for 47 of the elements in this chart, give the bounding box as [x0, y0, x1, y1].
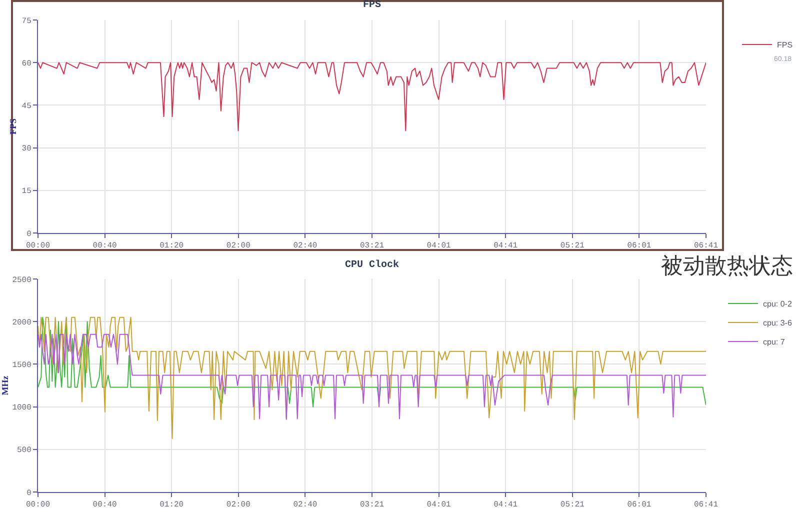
- x-tick-label: 06:01: [627, 242, 652, 251]
- y-tick-label: 75: [22, 16, 32, 26]
- line-series: [38, 62, 706, 132]
- legend-label: cpu: 0-2: [763, 300, 792, 309]
- y-tick-label: 60: [22, 59, 32, 68]
- x-tick-label: 03:21: [360, 242, 384, 251]
- y-tick-label: 15: [22, 187, 32, 196]
- x-tick-label: 02:40: [293, 242, 318, 251]
- x-tick-label: 04:01: [426, 500, 451, 510]
- x-tick-label: 06:41: [694, 242, 718, 251]
- x-tick-label: 04:01: [426, 242, 451, 251]
- chart-title: FPS: [363, 0, 382, 11]
- x-tick-label: 01:20: [160, 242, 184, 251]
- x-tick-label: 02:00: [226, 500, 251, 510]
- y-tick-label: 0: [26, 488, 32, 498]
- legend-label: FPS: [777, 40, 793, 50]
- y-tick-label: 1000: [12, 404, 32, 413]
- line-series: [38, 334, 706, 420]
- legend-label: cpu: 3-6: [763, 318, 792, 328]
- y-tick-label: 0: [26, 230, 32, 239]
- x-tick-label: 05:21: [560, 242, 585, 251]
- x-tick-label: 06:41: [694, 500, 718, 510]
- annotation: 被动散热状态: [661, 254, 793, 279]
- x-tick-label: 05:21: [560, 500, 585, 510]
- x-tick-label: 03:21: [360, 500, 384, 510]
- x-tick-label: 06:01: [627, 500, 652, 510]
- y-tick-label: 500: [16, 446, 32, 456]
- x-tick-label: 02:00: [226, 242, 251, 251]
- x-tick-label: 04:41: [494, 242, 518, 251]
- x-tick-label: 00:00: [26, 242, 50, 251]
- x-tick-label: 00:00: [26, 500, 50, 510]
- y-tick-label: 2000: [12, 318, 32, 328]
- chart-title: CPU Clock: [345, 259, 400, 271]
- x-tick-label: 01:20: [160, 500, 184, 510]
- line-series: [38, 316, 706, 408]
- x-tick-label: 04:41: [494, 500, 518, 510]
- x-tick-label: 02:40: [293, 500, 318, 510]
- x-tick-label: 00:40: [92, 500, 117, 510]
- x-tick-label: 00:40: [92, 242, 117, 251]
- y-tick-label: 2500: [12, 276, 32, 285]
- legend-label: cpu: 7: [763, 338, 786, 347]
- y-axis-title: MHz: [0, 376, 10, 396]
- line-series: [38, 316, 706, 439]
- y-axis-title: FPS: [8, 118, 18, 135]
- y-tick-label: 45: [22, 102, 32, 111]
- y-tick-label: 1500: [12, 361, 32, 370]
- y-tick-label: 30: [22, 144, 32, 154]
